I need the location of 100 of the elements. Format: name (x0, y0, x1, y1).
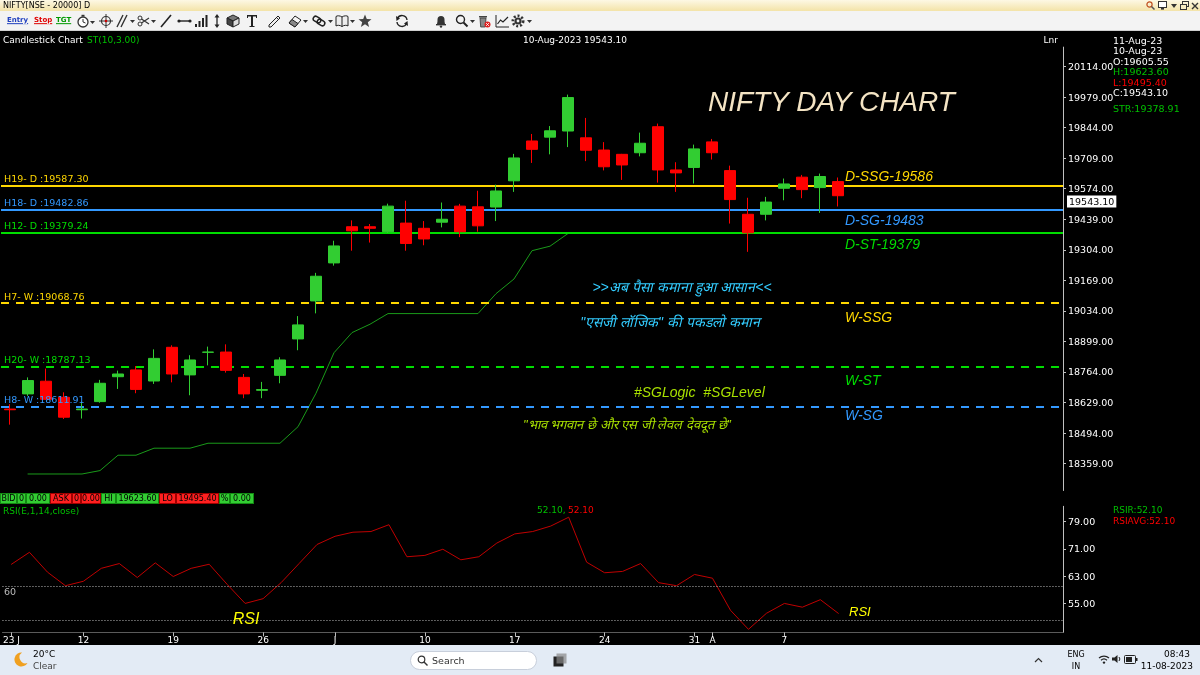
ref-line-label: 60 (4, 585, 17, 597)
x-tick-label: 23 J (2, 634, 20, 645)
candlestick (616, 153, 628, 181)
annotation: W-SSG (845, 309, 893, 326)
annotation: #SGLogic #SGLevel (634, 384, 766, 400)
annotation: D-ST-19379 (845, 235, 921, 252)
candlestick (544, 125, 556, 155)
text: 0.00 (26, 492, 50, 504)
annotation: W-ST (845, 371, 882, 388)
candlestick (688, 144, 700, 185)
annotation: "एसजी लॉजिक" की पकडलो कमान (580, 314, 763, 330)
text: 0 (72, 492, 81, 504)
candlestick (256, 381, 268, 399)
annotation: RSI (232, 609, 260, 627)
y-tick-label: 18359.00 (1068, 458, 1114, 470)
text: RSIR:52.10 (1113, 505, 1163, 515)
candlestick (148, 348, 160, 385)
x-tick-label: 7 (781, 634, 788, 645)
text: 0.00 (81, 492, 101, 504)
text: NIFTY[NSE - 20000] D (3, 0, 91, 10)
ref-line-label: H20- W :18787.13 (4, 354, 91, 366)
ref-line-label: H19- D :19587.30 (4, 173, 89, 185)
text: Lnr (1043, 35, 1059, 45)
annotation: D-SG-19483 (845, 212, 924, 229)
candlestick (400, 200, 412, 252)
text: 10-Aug-23 (1113, 45, 1163, 56)
y-tick-label: 71.00 (1068, 543, 1096, 555)
ref-line-label: H18- D :19482.86 (4, 196, 89, 208)
x-tick-label: 24 (598, 634, 611, 645)
text: O:19605.55 (1113, 55, 1169, 67)
candlestick (202, 346, 214, 366)
x-tick-label: 17 (509, 634, 521, 645)
ref-line-label: H12- D :19379.24 (4, 220, 89, 232)
candlestick (832, 177, 844, 207)
text: ASK (50, 492, 72, 504)
candlestick (364, 223, 376, 244)
y-tick-label: 18764.00 (1068, 366, 1114, 378)
candlestick (382, 203, 394, 234)
annotation: 52.10 (568, 505, 595, 515)
y-tick-label: 19034.00 (1068, 305, 1114, 317)
text: IN (1071, 661, 1081, 672)
candlestick (814, 173, 826, 214)
text: STR:19378.91 (1113, 102, 1180, 114)
candlestick (472, 190, 484, 233)
x-tick-label: 19 (167, 634, 180, 645)
text: BID (0, 492, 17, 504)
text: 10-Aug-2023 19543.10 (522, 35, 628, 45)
candlestick (796, 174, 808, 199)
y-tick-label: 18629.00 (1068, 397, 1114, 408)
text: 20°C (33, 649, 56, 660)
candlestick (130, 365, 142, 394)
text: 11-Aug-23 (1113, 34, 1163, 46)
text: RSI (849, 604, 872, 619)
candlestick (310, 272, 322, 314)
y-tick-label: 19574.00 (1068, 183, 1114, 195)
text: Clear (33, 661, 57, 672)
x-tick-label: 12 (77, 634, 90, 645)
candlestick (4, 403, 16, 426)
candlestick (94, 379, 106, 404)
annotation: >>अब पैसा कमाना हुआ आसान<< (592, 279, 772, 297)
y-tick-label: 18899.00 (1068, 335, 1114, 347)
annotation: 52.10, (537, 505, 566, 515)
y-tick-label: 55.00 (1068, 597, 1096, 609)
candlestick (526, 133, 538, 164)
text: 19543.10 (1069, 196, 1115, 207)
text: % (219, 492, 230, 504)
candlestick (292, 315, 304, 351)
text: LO (159, 492, 176, 504)
y-tick-label: 20114.00 (1068, 61, 1114, 73)
x-tick-label: 26 (257, 634, 270, 645)
candlestick (778, 178, 790, 201)
candlestick (346, 219, 358, 252)
candlestick (454, 203, 466, 238)
ref-line-label: H7- W :19068.76 (4, 290, 85, 302)
candlestick (634, 132, 646, 157)
candlestick (76, 401, 88, 420)
y-tick-label: 63.00 (1068, 570, 1096, 582)
text: HI (101, 492, 116, 504)
text: Candlestick Chart (3, 35, 84, 45)
candlestick (508, 153, 520, 193)
y-tick-label: 19844.00 (1068, 122, 1114, 134)
text: 19495.40 (176, 492, 219, 504)
text: Search (432, 654, 465, 666)
y-tick-label: 79.00 (1068, 516, 1096, 528)
annotation: RSI(E,1,14,close) (3, 505, 80, 516)
text: H:19623.60 (1113, 66, 1169, 77)
candlestick (742, 197, 754, 253)
candlestick (274, 356, 286, 384)
y-tick-label: 19979.00 (1068, 91, 1114, 103)
candlestick (328, 240, 340, 267)
text: 11-08-2023 (1140, 661, 1193, 672)
candlestick (238, 373, 250, 399)
candlestick (724, 165, 736, 225)
x-tick-label: A (709, 634, 717, 645)
candlestick (166, 344, 178, 383)
candlestick (652, 123, 664, 184)
candlestick (562, 94, 574, 148)
text: NIFTY DAY CHART (708, 85, 957, 117)
candlestick (760, 196, 772, 221)
candlestick (436, 202, 448, 228)
